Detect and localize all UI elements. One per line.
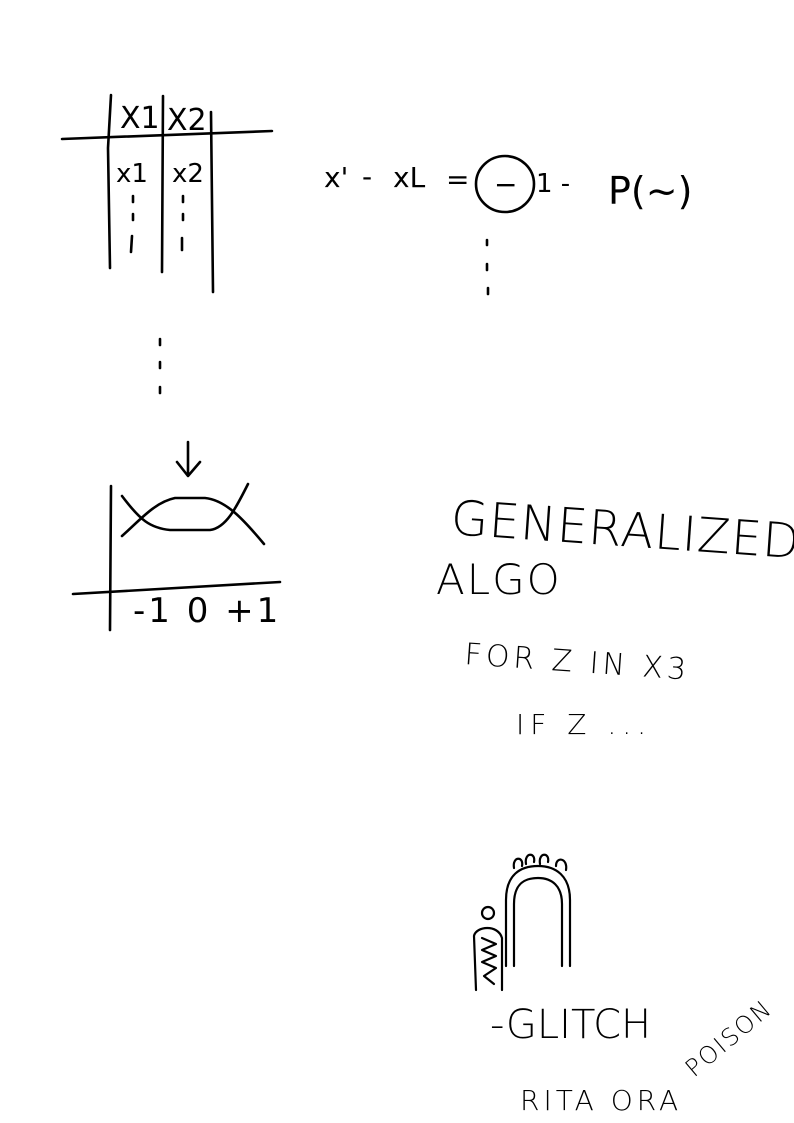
plot-curve-lower — [120, 496, 266, 546]
table-ellipsis-marks — [129, 194, 185, 254]
table-header-x2: X2 — [167, 103, 207, 138]
equation-trail: 1 - — [536, 169, 570, 199]
plot-y-axis — [108, 484, 113, 632]
arch-inner — [512, 876, 564, 968]
equation-circled-minus: − — [494, 168, 517, 201]
arch-outer — [504, 864, 572, 968]
equation-probability: P(~) — [608, 169, 692, 213]
notes-code-line1: FOR Z IN X3 — [463, 637, 691, 688]
table-left-border — [106, 93, 113, 270]
table-header-x1: X1 — [120, 101, 160, 136]
plot-sketch — [71, 482, 282, 632]
table-right-border — [209, 110, 215, 294]
plot-x-axis — [71, 580, 282, 596]
plot-curve-upper — [120, 482, 250, 532]
plot-axis-labels: -1 0 +1 — [133, 591, 281, 631]
equation-minus: - — [362, 160, 372, 193]
small-figure-head — [480, 905, 496, 921]
equation-continuation-dots — [485, 238, 490, 296]
small-figure-squiggle — [480, 936, 498, 986]
doodle-signature: RITA ORA — [520, 1084, 682, 1117]
table-column-divider — [160, 94, 165, 274]
equation-left-b: xL — [393, 161, 426, 194]
notes-title-line2: ALGO — [436, 555, 562, 604]
doodle-caption: -GLITCH — [490, 1002, 651, 1048]
notes-code-line2: IF Z ... — [516, 708, 652, 741]
down-arrow-icon — [175, 440, 202, 478]
figure-doodle — [472, 853, 572, 992]
equation-equals: = — [446, 163, 469, 196]
doodle-signature-tail: POISON — [680, 994, 778, 1083]
table-sketch — [60, 93, 274, 294]
equation-left-a: x' — [324, 161, 348, 194]
small-figure-body — [472, 926, 504, 992]
equation-circle — [474, 154, 536, 214]
table-cell-x1: x1 — [116, 159, 148, 189]
table-horizontal-rule — [60, 129, 274, 141]
table-cell-x2: x2 — [172, 159, 204, 189]
